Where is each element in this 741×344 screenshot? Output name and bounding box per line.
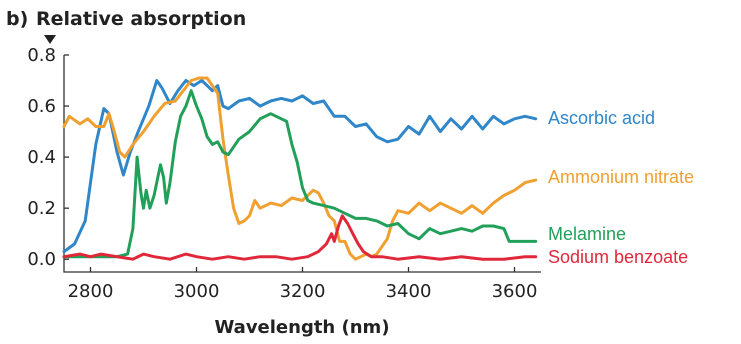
- y-tick-label: 0.4: [27, 147, 56, 168]
- x-tick-label: 2800: [68, 281, 114, 302]
- chart-panel-label: b): [6, 8, 28, 30]
- x-tick-label: 3000: [174, 281, 220, 302]
- series-line-sodium-benzoate: [62, 214, 538, 261]
- series-line-melamine: [62, 89, 538, 259]
- x-tick-label: 3400: [386, 281, 432, 302]
- legend-label-ascorbic-acid: Ascorbic acid: [548, 108, 655, 128]
- x-tick-label: 3200: [280, 281, 326, 302]
- series-line-ammonium-nitrate: [62, 76, 538, 261]
- y-tick-label: 0.6: [27, 96, 56, 117]
- series-line-ascorbic-acid: [62, 79, 538, 254]
- chart-title: Relative absorption: [36, 8, 246, 30]
- x-axis-title: Wavelength (nm): [214, 317, 389, 338]
- y-axis-arrow-icon: [44, 35, 56, 44]
- y-tick-label: 0.2: [27, 198, 56, 219]
- legend-label-sodium-benzoate: Sodium benzoate: [548, 247, 688, 267]
- legend-label-ammonium-nitrate: Ammonium nitrate: [548, 167, 694, 187]
- y-tick-label: 0.0: [27, 249, 56, 270]
- y-tick-label: 0.8: [27, 45, 56, 66]
- plot-area: 0.0 0.2 0.4 0.6 0.8 2800 3000 3200 3400 3600 Ascor…: [27, 45, 694, 302]
- legend-label-melamine: Melamine: [548, 224, 626, 244]
- x-tick-label: 3600: [492, 281, 538, 302]
